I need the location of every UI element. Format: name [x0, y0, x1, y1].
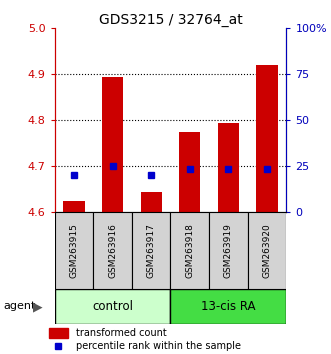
Bar — [93, 212, 132, 289]
Text: GSM263919: GSM263919 — [224, 223, 233, 278]
Text: ▶: ▶ — [33, 301, 43, 313]
Bar — [170, 289, 286, 324]
Text: transformed count: transformed count — [76, 328, 167, 338]
Text: GSM263916: GSM263916 — [108, 223, 117, 278]
Text: control: control — [92, 300, 133, 313]
Text: GSM263918: GSM263918 — [185, 223, 194, 278]
Text: GSM263915: GSM263915 — [70, 223, 78, 278]
Text: agent: agent — [3, 301, 36, 311]
Text: 13-cis RA: 13-cis RA — [201, 300, 256, 313]
Text: percentile rank within the sample: percentile rank within the sample — [76, 341, 241, 352]
Bar — [55, 289, 170, 324]
Bar — [49, 329, 68, 338]
Bar — [170, 212, 209, 289]
Bar — [102, 77, 123, 212]
Bar — [257, 65, 278, 212]
Bar — [248, 212, 286, 289]
Bar — [55, 212, 93, 289]
Bar — [218, 123, 239, 212]
Text: GSM263920: GSM263920 — [262, 223, 271, 278]
Bar — [179, 132, 200, 212]
Bar — [209, 212, 248, 289]
Bar — [141, 192, 162, 212]
Title: GDS3215 / 32764_at: GDS3215 / 32764_at — [99, 13, 242, 27]
Text: GSM263917: GSM263917 — [147, 223, 156, 278]
Bar — [132, 212, 170, 289]
Bar — [63, 201, 84, 212]
